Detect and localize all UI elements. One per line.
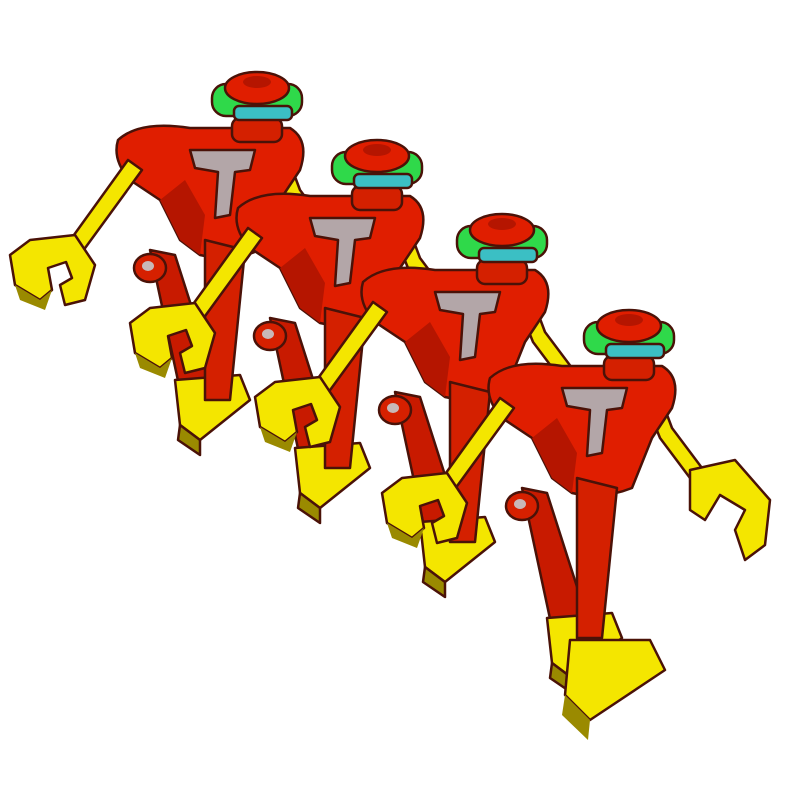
front-foot-shade: [562, 695, 590, 740]
front-foot: [563, 638, 667, 722]
open-hand: [688, 458, 772, 562]
